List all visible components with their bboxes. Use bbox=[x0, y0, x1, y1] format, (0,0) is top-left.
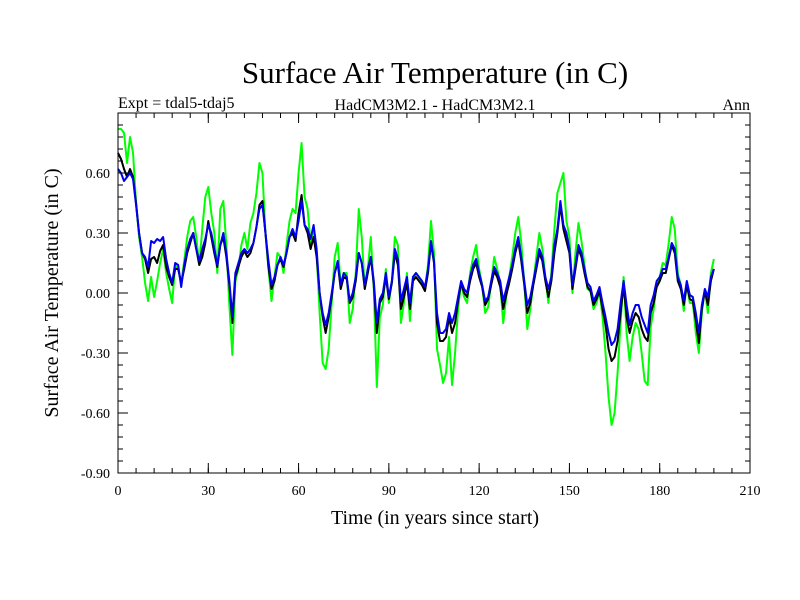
y-tick-label: -0.60 bbox=[81, 407, 110, 422]
y-tick-label: -0.30 bbox=[81, 347, 110, 362]
series-line-black bbox=[117, 152, 715, 362]
x-tick-label: 120 bbox=[469, 484, 490, 499]
chart-subtitle-left: Expt = tdal5-tdaj5 bbox=[118, 95, 235, 112]
chart-subtitle-right: Ann bbox=[722, 97, 750, 114]
x-axis-label: Time (in years since start) bbox=[331, 507, 539, 529]
y-tick-label: 0.30 bbox=[86, 227, 111, 242]
y-tick-label: -0.90 bbox=[81, 467, 110, 482]
y-tick-label: 0.00 bbox=[86, 287, 111, 302]
axis-ticks-group: 0 30 60 90 120 150 180 210 -0.90 -0.60 -0.30 0.00 0.… bbox=[81, 112, 761, 499]
x-tick-label: 180 bbox=[649, 484, 670, 499]
x-tick-label: 60 bbox=[292, 484, 306, 499]
x-tick-label: 90 bbox=[382, 484, 396, 499]
series-line-blue bbox=[117, 168, 715, 346]
x-tick-label: 150 bbox=[559, 484, 580, 499]
x-tick-label: 210 bbox=[740, 484, 761, 499]
chart-subtitle-center: HadCM3M2.1 - HadCM3M2.1 bbox=[335, 97, 536, 114]
y-axis-label: Surface Air Temperature (in C) bbox=[41, 168, 63, 417]
x-tick-label: 30 bbox=[201, 484, 215, 499]
x-tick-label: 0 bbox=[115, 484, 122, 499]
plot-series-group bbox=[117, 128, 715, 426]
chart-title: Surface Air Temperature (in C) bbox=[242, 55, 628, 90]
plot-frame bbox=[117, 112, 751, 474]
y-tick-label: 0.60 bbox=[86, 167, 111, 182]
